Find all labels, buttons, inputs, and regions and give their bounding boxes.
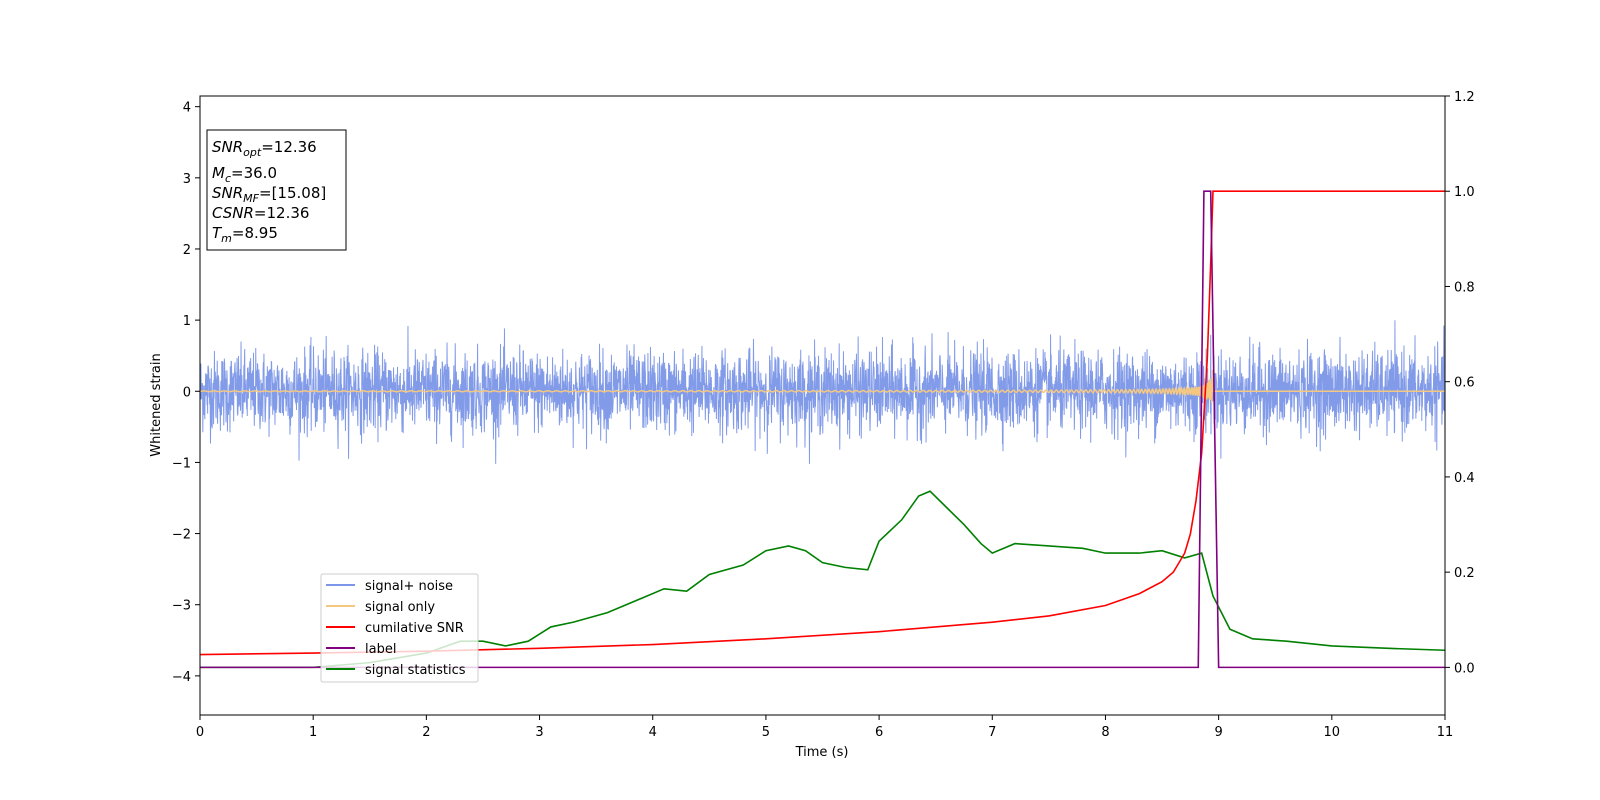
annotation-box: SNRopt=12.36 Mc=36.0 SNRMF=[15.08] CSNR=…: [206, 129, 347, 251]
legend: signal+ noise signal only cumilative SNR…: [320, 573, 479, 683]
annotation-line-csnr: CSNR=12.36: [212, 204, 309, 222]
y-tick-label-left: −1: [172, 456, 191, 471]
legend-label: signal+ noise: [365, 579, 453, 594]
x-tick-label: 11: [1437, 725, 1454, 740]
y-tick-label-left: 1: [183, 314, 191, 329]
legend-item: signal+ noise: [326, 579, 453, 594]
y-tick-label-right: 1.0: [1454, 185, 1475, 200]
legend-label: signal statistics: [365, 663, 466, 678]
annotation-line-mc: Mc=36.0: [212, 164, 277, 185]
x-tick-label: 8: [1101, 725, 1109, 740]
x-axis-label: Time (s): [795, 745, 849, 760]
series-signal-statistics: [200, 490, 1446, 669]
y-tick-label-left: 2: [183, 243, 191, 258]
series-signal-only: [199, 369, 1445, 404]
x-axis: 0 1 2 3 4 5 6 7 8 9 10 11: [196, 715, 1453, 740]
x-tick-label: 6: [875, 725, 883, 740]
y-axis-right: 0.0 0.2 0.4 0.6 0.8 1.0 1.2: [1445, 90, 1475, 676]
y-tick-label-right: 0.8: [1454, 280, 1475, 295]
x-tick-label: 1: [309, 725, 317, 740]
x-tick-label: 0: [196, 725, 204, 740]
y-axis-left: −4 −3 −2 −1 0 1 2 3 4: [172, 101, 200, 685]
legend-label: cumilative SNR: [365, 621, 464, 636]
x-tick-label: 7: [988, 725, 996, 740]
y-tick-label-right: 0.4: [1454, 471, 1475, 486]
x-tick-label: 5: [762, 725, 770, 740]
y-tick-label-right: 0.6: [1454, 376, 1475, 391]
y-tick-label-left: 0: [183, 385, 191, 400]
y-tick-label-left: −2: [172, 528, 191, 543]
y-tick-label-left: 4: [183, 101, 191, 116]
legend-item: cumilative SNR: [326, 621, 464, 636]
x-tick-label: 2: [422, 725, 430, 740]
series-label: [200, 190, 1445, 669]
legend-item: label: [326, 642, 396, 657]
y-tick-label-right: 0.0: [1454, 661, 1475, 676]
annotation-line-tm: Tm=8.95: [212, 224, 278, 245]
y-tick-label-left: 3: [183, 172, 191, 187]
y-axis-label: Whitened strain: [149, 353, 164, 456]
annotation-line-snr-mf: SNRMF=[15.08]: [212, 184, 326, 205]
legend-label: label: [365, 642, 396, 657]
plot-series: [199, 190, 1446, 669]
plot-frame: [199, 95, 1446, 716]
x-tick-label: 4: [649, 725, 657, 740]
series-cumulative-snr: [199, 190, 1445, 656]
legend-label: signal only: [365, 600, 435, 615]
y-tick-label-right: 0.2: [1454, 566, 1475, 581]
x-tick-label: 10: [1324, 725, 1341, 740]
y-tick-label-right: 1.2: [1454, 90, 1475, 105]
annotation-line-snr-opt: SNRopt=12.36: [212, 138, 317, 159]
y-tick-label-left: −4: [172, 670, 191, 685]
y-tick-label-left: −3: [172, 599, 191, 614]
legend-item: signal only: [326, 600, 435, 615]
x-tick-label: 3: [535, 725, 543, 740]
legend-item: signal statistics: [326, 663, 466, 678]
x-tick-label: 9: [1214, 725, 1222, 740]
